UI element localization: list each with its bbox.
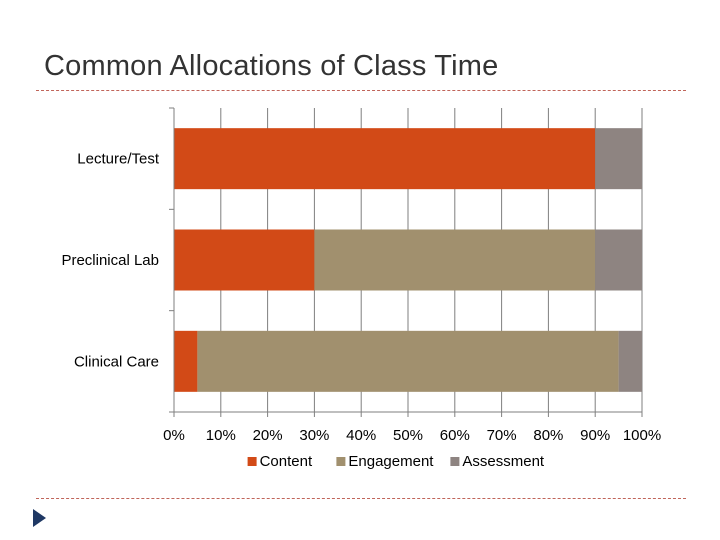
legend-label: Assessment — [462, 453, 545, 470]
x-tick-label: 10% — [206, 427, 236, 444]
legend-label: Content — [260, 453, 313, 470]
x-tick-label: 40% — [346, 427, 376, 444]
x-tick-label: 50% — [393, 427, 423, 444]
legend-swatch — [247, 457, 257, 466]
bar-segment — [618, 330, 642, 392]
x-tick-label: 30% — [299, 427, 329, 444]
x-tick-label: 100% — [623, 427, 661, 444]
bar-segment — [197, 330, 619, 392]
category-label: Lecture/Test — [77, 151, 160, 168]
x-tick-label: 90% — [580, 427, 610, 444]
x-tick-label: 0% — [163, 427, 185, 444]
bar-segment — [595, 128, 642, 190]
category-label: Clinical Care — [74, 353, 159, 370]
bar-segment — [314, 229, 596, 291]
legend-swatch — [450, 457, 460, 466]
next-slide-arrow-icon[interactable] — [33, 509, 46, 527]
slide-title: Common Allocations of Class Time — [44, 50, 499, 82]
stacked-bar-chart: 0% 10% 20% 30% 40% 50% 60% 70% 80% 90% 100% Lecture… — [61, 107, 661, 470]
x-tick-label: 20% — [253, 427, 283, 444]
legend-label: Engagement — [348, 453, 434, 470]
title-divider — [36, 90, 686, 91]
category-label: Preclinical Lab — [61, 252, 159, 269]
legend-swatch — [336, 457, 346, 466]
bar-segment — [174, 229, 315, 291]
bar-segment — [174, 128, 596, 190]
x-tick-label: 70% — [487, 427, 517, 444]
footer-divider — [36, 498, 686, 499]
x-tick-label: 60% — [440, 427, 470, 444]
bar-segment — [174, 330, 198, 392]
bar-segment — [595, 229, 642, 291]
x-tick-label: 80% — [533, 427, 563, 444]
